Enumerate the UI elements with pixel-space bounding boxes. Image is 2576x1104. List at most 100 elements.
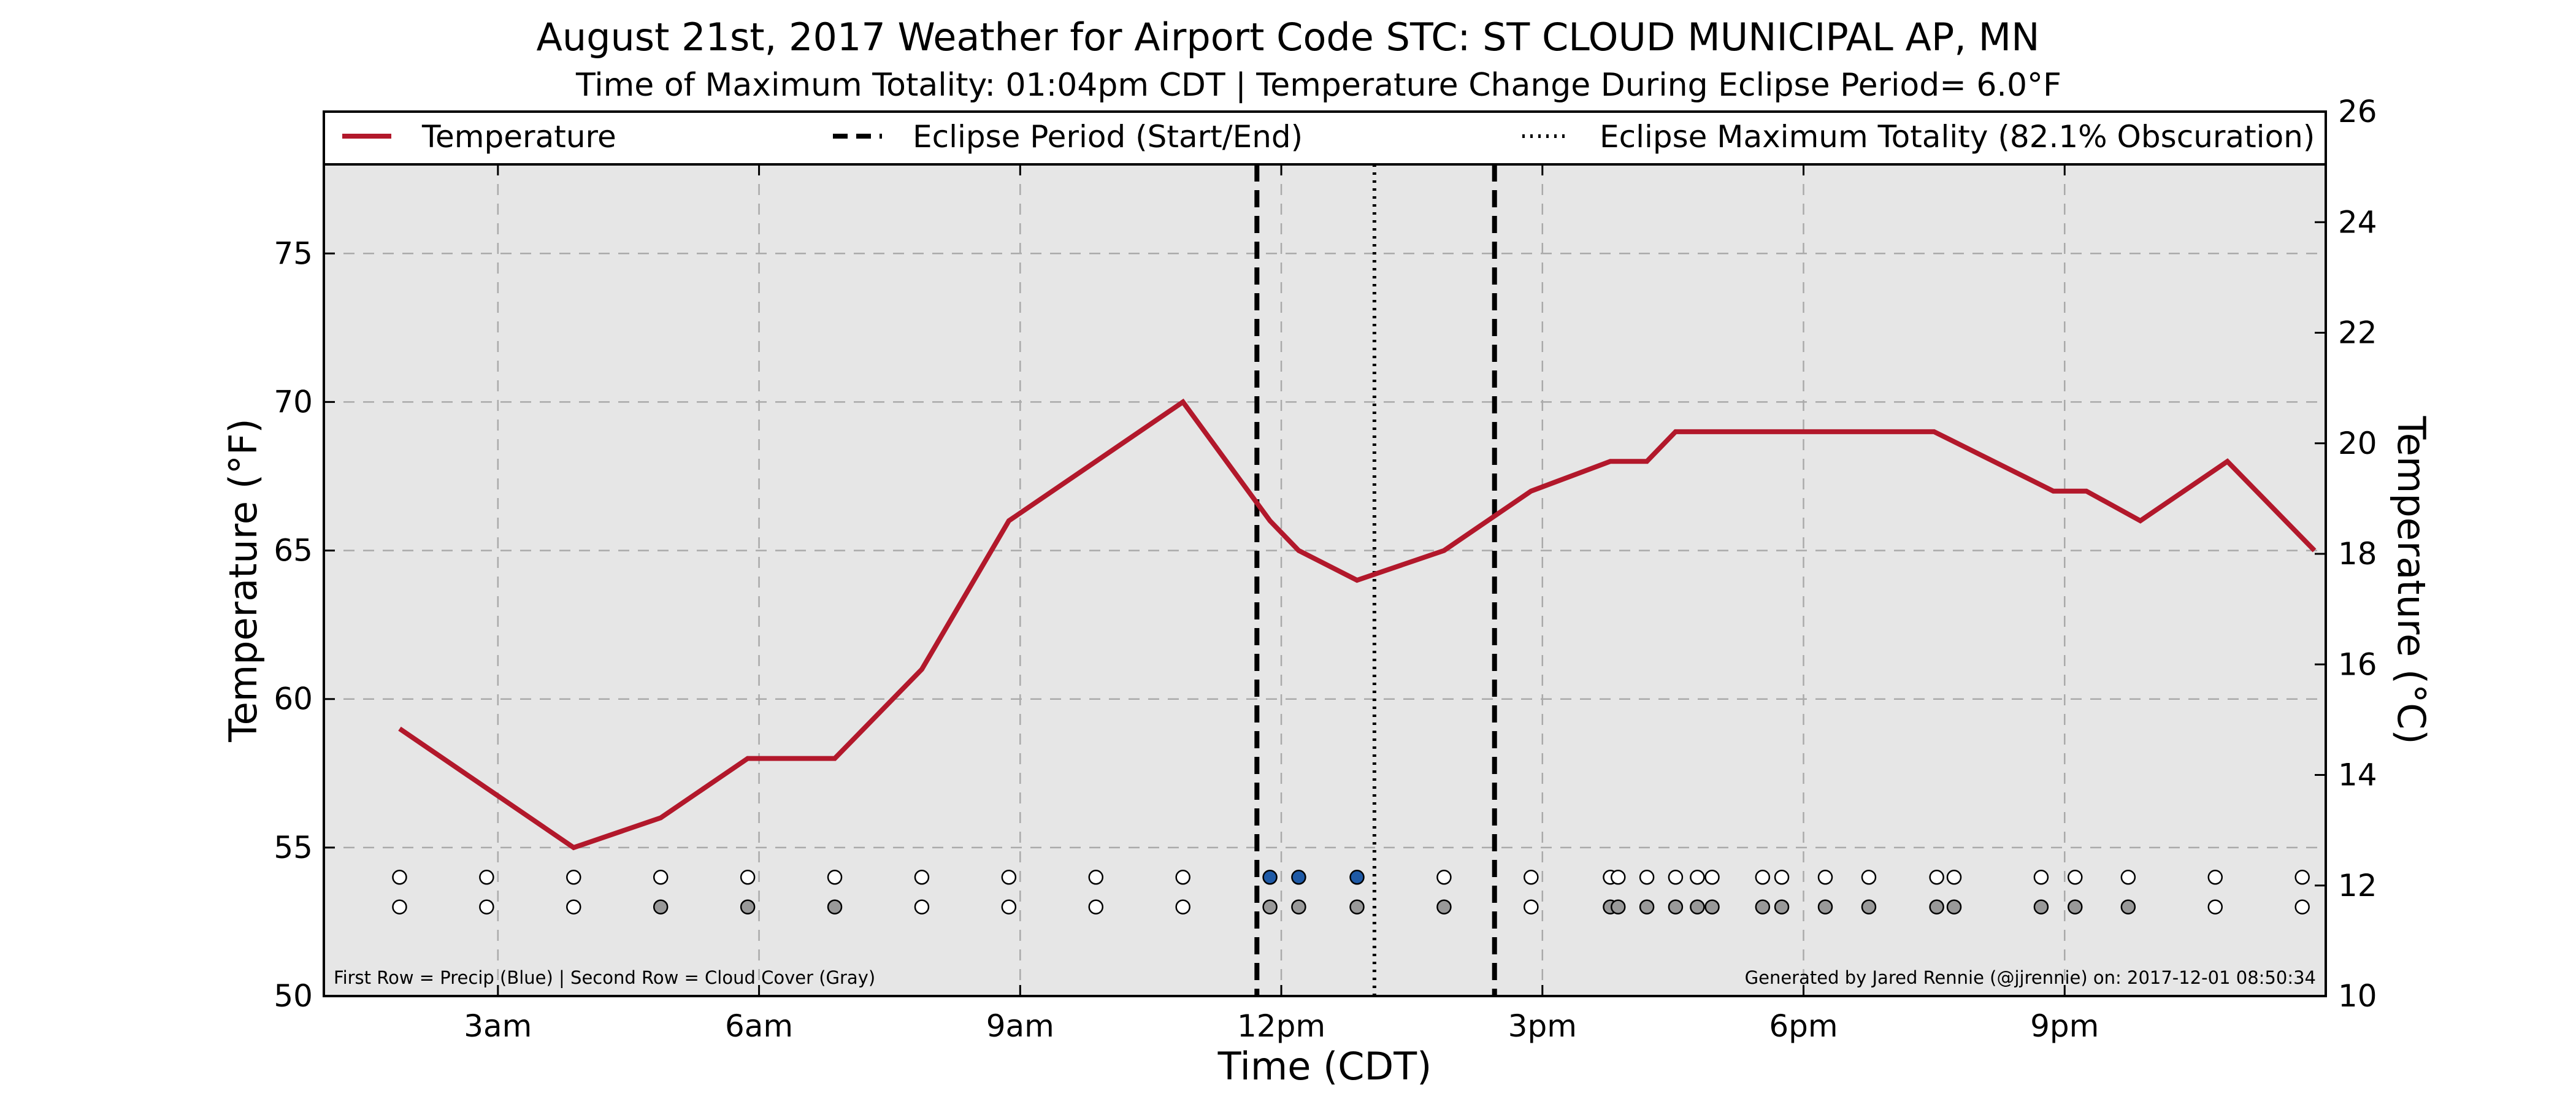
cloud-cover-marker — [1639, 899, 1655, 914]
eclipse-markers — [1254, 164, 1497, 996]
legend-eclipse-period-label: Eclipse Period (Start/End) — [913, 119, 1303, 155]
plot-background — [324, 164, 2326, 996]
cloud-cover-marker — [914, 899, 930, 914]
cloud-cover-marker — [1001, 899, 1017, 914]
precip-marker — [2033, 870, 2049, 885]
legend-max-totality-label: Eclipse Maximum Totality (82.1% Obscurat… — [1600, 119, 2315, 155]
cloud-cover-marker — [1262, 899, 1278, 914]
precip-marker — [1690, 870, 1705, 885]
precip-marker — [1349, 870, 1365, 885]
temperature-series — [398, 398, 2317, 851]
precip-marker — [2120, 870, 2136, 885]
legend-temperature-label: Temperature — [421, 119, 616, 155]
grid — [324, 164, 2326, 996]
precip-cloud-markers — [392, 870, 2310, 914]
cloud-cover-marker — [2294, 899, 2310, 914]
y-tick-label: 70 — [274, 384, 313, 420]
cloud-cover-marker — [2033, 899, 2049, 914]
precip-marker — [827, 870, 843, 885]
precip-marker — [1436, 870, 1452, 885]
y-tick-label: 65 — [274, 533, 313, 569]
cloud-cover-marker — [1175, 899, 1190, 914]
y-tick-label: 50 — [274, 978, 313, 1014]
y-right-tick-label: 14 — [2338, 757, 2377, 793]
cloud-cover-marker — [566, 899, 581, 914]
y-tick-label: 75 — [274, 236, 313, 271]
y-right-tick-label: 12 — [2338, 868, 2377, 903]
precip-marker — [1001, 870, 1017, 885]
precip-marker — [653, 870, 669, 885]
precip-marker — [1639, 870, 1655, 885]
footnote-right: Generated by Jared Rennie (@jjrennie) on… — [1745, 967, 2316, 988]
cloud-cover-marker — [740, 899, 756, 914]
x-axis-ticks: 3am 6am 9am 12pm 3pm 6pm 9pm — [464, 164, 2099, 1044]
cloud-cover-marker — [1946, 899, 1962, 914]
precip-marker — [392, 870, 407, 885]
precip-marker — [1610, 870, 1626, 885]
precip-marker — [1668, 870, 1684, 885]
y-tick-label: 55 — [274, 830, 313, 865]
chart-title: August 21st, 2017 Weather for Airport Co… — [536, 15, 2039, 59]
cloud-cover-marker — [1088, 899, 1104, 914]
cloud-cover-marker — [1861, 899, 1877, 914]
y-right-tick-label: 24 — [2338, 204, 2377, 240]
y-axis-ticks: 50 55 60 65 70 75 — [274, 236, 335, 1014]
y-right-tick-label: 18 — [2338, 536, 2377, 572]
cloud-cover-marker — [1817, 899, 1833, 914]
x-tick-label: 12pm — [1237, 1008, 1325, 1044]
precip-marker — [1088, 870, 1104, 885]
x-tick-label: 6am — [725, 1008, 793, 1044]
chart-subtitle: Time of Maximum Totality: 01:04pm CDT | … — [575, 67, 2061, 104]
cloud-cover-marker — [2207, 899, 2223, 914]
x-tick-label: 9pm — [2030, 1008, 2099, 1044]
precip-marker — [914, 870, 930, 885]
y-right-tick-label: 22 — [2338, 315, 2377, 351]
cloud-cover-marker — [1755, 899, 1771, 914]
y-right-tick-label: 10 — [2338, 978, 2377, 1014]
precip-marker — [1929, 870, 1944, 885]
y-right-tick-label: 16 — [2338, 646, 2377, 682]
cloud-cover-marker — [1690, 899, 1705, 914]
cloud-cover-marker — [1774, 899, 1790, 914]
x-axis-label: Time (CDT) — [1217, 1044, 1432, 1089]
precip-marker — [1817, 870, 1833, 885]
precip-marker — [1262, 870, 1278, 885]
y-right-tick-label: 20 — [2338, 426, 2377, 461]
cloud-cover-marker — [1610, 899, 1626, 914]
precip-marker — [1861, 870, 1877, 885]
precip-marker — [1704, 870, 1720, 885]
precip-marker — [1524, 870, 1539, 885]
cloud-cover-marker — [2120, 899, 2136, 914]
x-tick-label: 3pm — [1508, 1008, 1577, 1044]
x-tick-label: 6pm — [1769, 1008, 1838, 1044]
cloud-cover-marker — [1668, 899, 1684, 914]
cloud-cover-marker — [1524, 899, 1539, 914]
precip-marker — [479, 870, 494, 885]
legend-box — [323, 110, 2327, 166]
precip-marker — [1755, 870, 1771, 885]
y-tick-label: 60 — [274, 681, 313, 717]
cloud-cover-marker — [1704, 899, 1720, 914]
temperature-line — [398, 398, 2317, 851]
cloud-cover-marker — [1291, 899, 1306, 914]
precip-marker — [566, 870, 581, 885]
precip-marker — [2294, 870, 2310, 885]
precip-marker — [1175, 870, 1190, 885]
cloud-cover-marker — [653, 899, 669, 914]
cloud-cover-marker — [1349, 899, 1365, 914]
x-tick-label: 3am — [464, 1008, 532, 1044]
y-axis-right-label: Temperature (°C) — [2389, 415, 2434, 744]
precip-marker — [1291, 870, 1306, 885]
legend: Temperature Eclipse Period (Start/End) E… — [323, 110, 2327, 166]
precip-marker — [1774, 870, 1790, 885]
cloud-cover-marker — [1436, 899, 1452, 914]
cloud-cover-marker — [392, 899, 407, 914]
y-right-tick-label: 26 — [2338, 94, 2377, 129]
x-tick-label: 9am — [986, 1008, 1054, 1044]
precip-marker — [2207, 870, 2223, 885]
precip-marker — [1946, 870, 1962, 885]
cloud-cover-marker — [1929, 899, 1944, 914]
y-axis-right-ticks: 10 12 14 16 18 20 22 24 26 — [2315, 94, 2377, 1014]
cloud-cover-marker — [827, 899, 843, 914]
